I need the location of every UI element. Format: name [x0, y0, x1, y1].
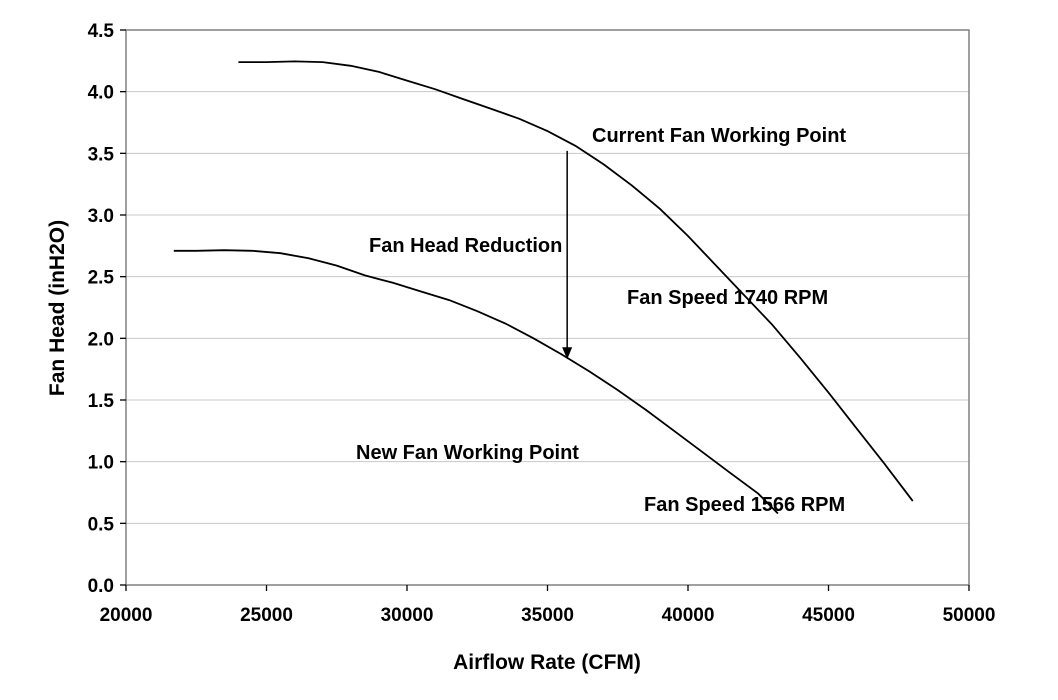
y-tick-label: 2.5	[88, 268, 115, 289]
arrow-head	[562, 347, 573, 360]
annotation-fan-head-reduction: Fan Head Reduction	[369, 235, 562, 257]
y-tick-label: 2.0	[88, 329, 114, 350]
y-tick-label: 0.0	[88, 576, 114, 597]
y-tick-label: 1.0	[88, 453, 114, 474]
fan-head-reduction-arrow	[562, 150, 573, 360]
y-axis-title: Fan Head (inH2O)	[46, 220, 69, 396]
gridlines	[126, 91, 969, 524]
y-tick-label: 3.5	[88, 144, 115, 165]
annotation-fan-speed-1566: Fan Speed 1566 RPM	[644, 494, 845, 516]
series-layer	[173, 60, 914, 515]
x-tick-label: 50000	[943, 605, 996, 626]
x-tick-label: 40000	[662, 605, 715, 626]
x-axis-title: Airflow Rate (CFM)	[453, 651, 641, 674]
annotation-current-working-point: Current Fan Working Point	[592, 125, 846, 147]
y-tick-label: 4.0	[88, 83, 114, 104]
x-tick-label: 25000	[240, 605, 293, 626]
annotation-fan-speed-1740: Fan Speed 1740 RPM	[627, 287, 828, 309]
axis-ticks: 0.0 0.5 1.0 1.5 2.0 2.5 3.0 3.5 4.0 4.5 20000 25000…	[88, 21, 996, 626]
y-tick-label: 3.0	[88, 206, 114, 227]
y-tick-label: 1.5	[88, 391, 115, 412]
series-1740-rpm-line	[238, 60, 914, 502]
x-tick-label: 20000	[100, 605, 153, 626]
series-1566-rpm-line	[173, 249, 779, 515]
x-tick-label: 35000	[521, 605, 574, 626]
x-tick-label: 45000	[802, 605, 855, 626]
y-tick-label: 0.5	[88, 514, 115, 535]
x-tick-label: 30000	[381, 605, 434, 626]
y-tick-label: 4.5	[88, 21, 115, 42]
annotation-new-working-point: New Fan Working Point	[356, 442, 579, 464]
